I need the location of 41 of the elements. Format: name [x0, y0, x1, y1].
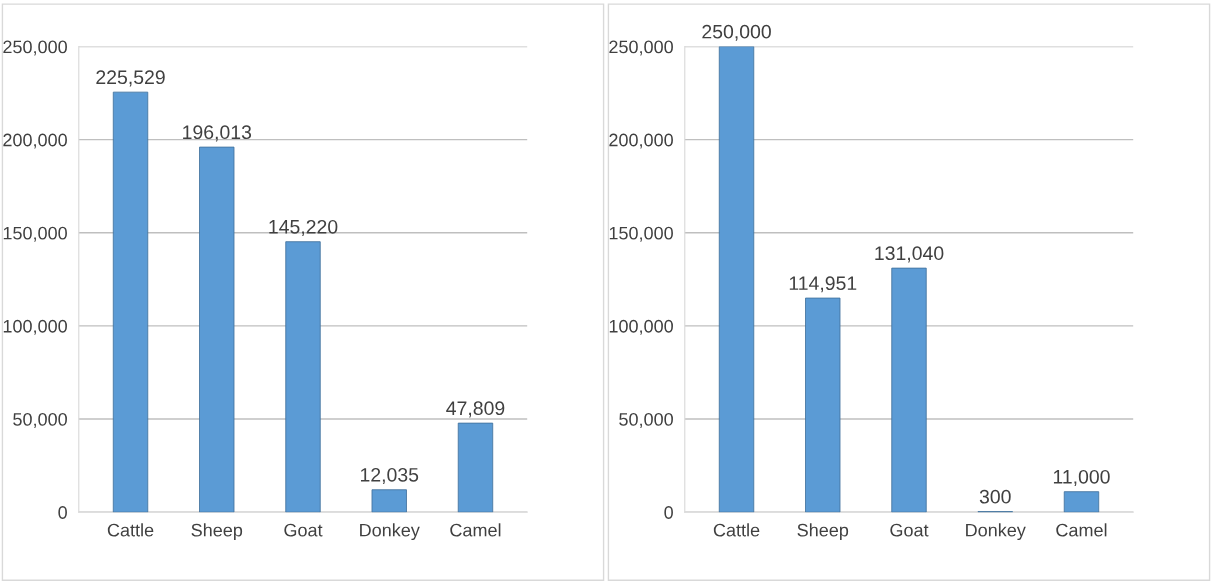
data-label: 12,035: [360, 467, 419, 485]
data-label: 196,013: [183, 125, 252, 142]
y-tick-label: 250,000: [3, 40, 67, 56]
y-tick-label: 0: [664, 506, 673, 519]
x-tick-label: Goat: [284, 523, 323, 537]
x-tick-label: Cattle: [107, 523, 154, 537]
y-tick-label: 0: [58, 506, 67, 519]
x-tick-label: Sheep: [797, 523, 849, 541]
x-tick-label: Sheep: [191, 523, 243, 541]
bar: [112, 91, 149, 513]
bar: [718, 46, 755, 513]
data-label: 300: [979, 489, 1011, 504]
x-tick-label: Donkey: [966, 523, 1026, 541]
x-tick-label: Camel: [450, 523, 501, 537]
bar: [1063, 491, 1100, 513]
x-tick-label: Camel: [1056, 523, 1107, 537]
bar: [805, 297, 841, 513]
data-label: 250,000: [702, 24, 771, 41]
y-tick-label: 250,000: [609, 40, 673, 56]
bar: [457, 422, 494, 513]
data-label: 225,529: [96, 70, 165, 87]
y-tick-label: 50,000: [619, 412, 673, 428]
y-tick-label: 150,000: [609, 226, 673, 242]
data-label: 11,000: [1053, 469, 1110, 486]
bar: [891, 267, 927, 513]
y-tick-label: 200,000: [609, 133, 673, 149]
data-label: 114,951: [789, 276, 857, 293]
x-tick-label: Cattle: [713, 523, 760, 537]
bar: [371, 489, 407, 513]
data-label: 131,040: [875, 246, 944, 263]
data-label: 145,220: [269, 219, 338, 236]
y-tick-label: 100,000: [609, 319, 673, 335]
y-tick-label: 100,000: [3, 319, 67, 335]
y-tick-label: 200,000: [3, 133, 67, 149]
bar: [285, 241, 321, 513]
x-tick-label: Goat: [890, 523, 929, 537]
y-tick-label: 150,000: [3, 226, 67, 242]
x-tick-label: Donkey: [360, 523, 420, 541]
y-tick-label: 50,000: [13, 412, 67, 428]
bar: [199, 146, 235, 513]
data-label: 47,809: [446, 401, 505, 418]
